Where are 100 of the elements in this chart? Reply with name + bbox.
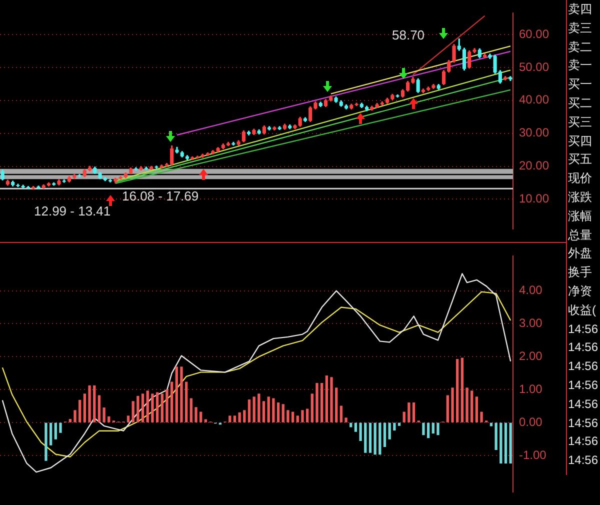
- bar: [238, 412, 241, 422]
- bar: [383, 422, 386, 447]
- text: 14:56: [567, 452, 600, 470]
- bar: [306, 408, 309, 422]
- bar: [466, 388, 468, 422]
- bar: [184, 382, 188, 422]
- bar: [378, 422, 382, 455]
- annotation: 58.70: [392, 28, 425, 43]
- text: 买四: [567, 132, 593, 150]
- text: 买三: [567, 114, 593, 131]
- bar: [460, 358, 464, 422]
- bar: [310, 394, 314, 422]
- bar: [175, 366, 178, 422]
- bar: [335, 388, 338, 422]
- text: 涨幅: [567, 208, 593, 225]
- y-tick-label: 4.00: [519, 283, 543, 298]
- bar: [160, 394, 164, 422]
- bar: [200, 412, 202, 422]
- text: 14:56: [567, 396, 600, 413]
- bar: [170, 382, 174, 422]
- text: 14:56: [567, 320, 600, 338]
- y-tick-label: 30.00: [519, 126, 550, 140]
- bar: [432, 422, 434, 434]
- bar: [243, 410, 246, 422]
- bar: [446, 395, 449, 422]
- bar: [88, 385, 91, 422]
- bar: [470, 390, 474, 422]
- bar: [436, 422, 440, 436]
- y-tick-label: -1.00: [519, 448, 547, 462]
- text: 14:56: [567, 376, 600, 394]
- bar: [509, 422, 512, 464]
- text: 卖四: [567, 1, 593, 18]
- annotation: 16.08 - 17.69: [122, 188, 199, 204]
- bar: [146, 390, 149, 422]
- bar: [233, 416, 236, 422]
- text: 买五: [567, 151, 593, 168]
- bar: [78, 400, 82, 422]
- bar: [398, 422, 401, 426]
- bar: [166, 389, 168, 422]
- bar: [325, 375, 328, 422]
- bar: [359, 422, 362, 442]
- bar: [354, 422, 358, 432]
- bar: [126, 416, 130, 422]
- bar: [286, 410, 290, 422]
- candlestick: [354, 102, 358, 106]
- text: 现价: [567, 170, 593, 188]
- bar: [412, 402, 416, 422]
- text: 外盘: [567, 245, 593, 262]
- y-tick-label: 0.00: [519, 414, 543, 429]
- bar: [180, 366, 183, 422]
- bar: [340, 406, 343, 422]
- bar: [296, 416, 299, 422]
- bar: [83, 394, 86, 422]
- y-tick-label: 60.00: [519, 26, 550, 41]
- bar: [49, 422, 52, 446]
- text: 卖二: [567, 38, 593, 56]
- bar: [262, 401, 266, 422]
- bar: [500, 422, 502, 464]
- bar: [194, 407, 198, 422]
- text: 买一: [567, 76, 593, 94]
- text: 14:56: [567, 358, 600, 376]
- bar: [316, 383, 318, 422]
- bar: [422, 422, 425, 436]
- bar: [388, 422, 391, 440]
- bar: [59, 422, 62, 433]
- bar: [93, 385, 96, 422]
- bar: [344, 418, 348, 422]
- bar: [252, 396, 256, 422]
- text: 买二: [567, 94, 593, 112]
- bar: [480, 412, 483, 422]
- text: 14:56: [567, 433, 600, 450]
- text: 14:56: [567, 339, 600, 356]
- bar: [301, 410, 304, 422]
- y-tick-label: 3.00: [519, 316, 543, 330]
- bar: [504, 422, 508, 464]
- text: 净资: [567, 282, 593, 300]
- text: 总量: [567, 226, 593, 244]
- y-tick-label: 10.00: [519, 191, 550, 206]
- bar: [364, 422, 367, 453]
- text: 14:56: [567, 414, 600, 432]
- text: 卖三: [567, 20, 593, 37]
- bar: [156, 392, 159, 422]
- bar: [330, 377, 333, 422]
- bar: [368, 422, 372, 453]
- bar: [320, 383, 324, 422]
- bar: [272, 398, 275, 422]
- candlestick: [16, 184, 20, 187]
- bar: [102, 407, 106, 422]
- bar: [451, 388, 454, 422]
- bar: [456, 359, 459, 422]
- bar: [98, 395, 101, 422]
- bar: [426, 422, 430, 438]
- text: 涨跌: [567, 188, 593, 206]
- bar: [258, 394, 260, 422]
- bar: [276, 402, 280, 422]
- bar: [54, 422, 57, 440]
- bar: [141, 394, 144, 422]
- bar: [68, 418, 72, 422]
- annotation: 12.99 - 13.41: [34, 204, 111, 219]
- bar: [44, 422, 48, 461]
